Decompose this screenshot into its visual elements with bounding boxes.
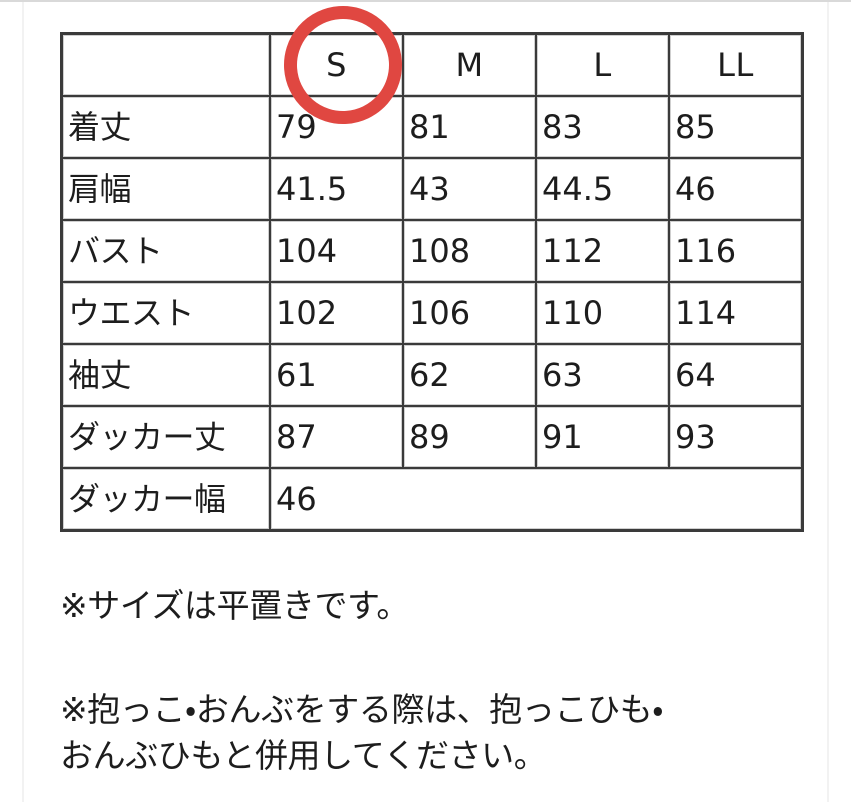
row-label: ウエスト bbox=[63, 283, 269, 343]
cell-value: 43 bbox=[404, 159, 535, 219]
row-label: 着丈 bbox=[63, 97, 269, 157]
size-table-body: 着丈 79 81 83 85 肩幅 41.5 43 44.5 46 バスト 104 108 112 116 ウ… bbox=[63, 97, 801, 529]
note-carry-usage: ※抱っこ・おんぶをする際は、抱っこひも・ おんぶひもと併用してください。 bbox=[60, 690, 664, 775]
cell-value: 87 bbox=[271, 407, 402, 467]
table-row: 肩幅 41.5 43 44.5 46 bbox=[63, 159, 801, 219]
cell-value: 61 bbox=[271, 345, 402, 405]
header-corner-blank bbox=[63, 35, 269, 95]
cell-value: 64 bbox=[670, 345, 801, 405]
table-row: バスト 104 108 112 116 bbox=[63, 221, 801, 281]
size-table: S M L LL 着丈 79 81 83 85 肩幅 41.5 43 44.5 46 バスト 104 1… bbox=[60, 32, 804, 532]
table-header-row: S M L LL bbox=[63, 35, 801, 95]
cell-value: 112 bbox=[537, 221, 668, 281]
row-label: ダッカー丈 bbox=[63, 407, 269, 467]
cell-value: 81 bbox=[404, 97, 535, 157]
table-row: ダッカー丈 87 89 91 93 bbox=[63, 407, 801, 467]
cell-value: 116 bbox=[670, 221, 801, 281]
cell-value: 85 bbox=[670, 97, 801, 157]
row-label: バスト bbox=[63, 221, 269, 281]
cell-value: 79 bbox=[271, 97, 402, 157]
row-label: 袖丈 bbox=[63, 345, 269, 405]
cell-value: 63 bbox=[537, 345, 668, 405]
cell-value: 114 bbox=[670, 283, 801, 343]
cell-value: 89 bbox=[404, 407, 535, 467]
cell-value-merged: 46 bbox=[271, 469, 801, 529]
row-label: ダッカー幅 bbox=[63, 469, 269, 529]
table-row: 袖丈 61 62 63 64 bbox=[63, 345, 801, 405]
cell-value: 93 bbox=[670, 407, 801, 467]
header-size-ll: LL bbox=[670, 35, 801, 95]
row-label: 肩幅 bbox=[63, 159, 269, 219]
table-row: ダッカー幅 46 bbox=[63, 469, 801, 529]
cell-value: 41.5 bbox=[271, 159, 402, 219]
note-flat-measurement: ※サイズは平置きです。 bbox=[60, 586, 409, 625]
size-table-header: S M L LL bbox=[63, 35, 801, 95]
cell-value: 91 bbox=[537, 407, 668, 467]
header-size-s: S bbox=[271, 35, 402, 95]
table-row: 着丈 79 81 83 85 bbox=[63, 97, 801, 157]
cell-value: 104 bbox=[271, 221, 402, 281]
cell-value: 83 bbox=[537, 97, 668, 157]
cell-value: 108 bbox=[404, 221, 535, 281]
header-size-l: L bbox=[537, 35, 668, 95]
page-frame-right-edge bbox=[827, 2, 829, 802]
header-size-m: M bbox=[404, 35, 535, 95]
cell-value: 44.5 bbox=[537, 159, 668, 219]
table-row: ウエスト 102 106 110 114 bbox=[63, 283, 801, 343]
cell-value: 102 bbox=[271, 283, 402, 343]
page-frame-left-edge bbox=[22, 2, 24, 802]
cell-value: 110 bbox=[537, 283, 668, 343]
page-frame-top-edge bbox=[0, 0, 851, 2]
cell-value: 106 bbox=[404, 283, 535, 343]
cell-value: 62 bbox=[404, 345, 535, 405]
cell-value: 46 bbox=[670, 159, 801, 219]
size-table-container: S M L LL 着丈 79 81 83 85 肩幅 41.5 43 44.5 46 バスト 104 1… bbox=[60, 32, 804, 532]
